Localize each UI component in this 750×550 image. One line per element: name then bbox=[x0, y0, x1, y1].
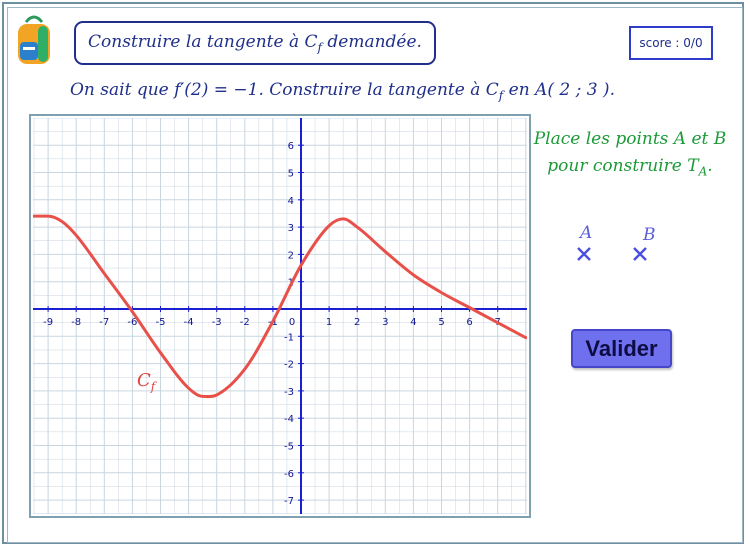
question-text: On sait que f′(2) = −1. Construire la ta… bbox=[70, 80, 615, 103]
x-tick-label: -5 bbox=[156, 317, 166, 328]
graph-frame bbox=[29, 114, 531, 518]
point-b-label: B bbox=[643, 225, 656, 245]
x-tick-label: -6 bbox=[127, 317, 137, 328]
instructions: Place les points A et B pour construire … bbox=[530, 126, 730, 185]
instruction-line-1: Place les points A et B bbox=[533, 129, 727, 149]
title-box: Construire la tangente à Cf demandée. bbox=[74, 21, 436, 65]
x-tick-label: 2 bbox=[354, 317, 360, 328]
curve-label: Cf bbox=[137, 370, 156, 394]
y-tick-label: -2 bbox=[284, 360, 294, 371]
x-tick-label: -9 bbox=[43, 317, 53, 328]
x-tick-label: -8 bbox=[71, 317, 81, 328]
y-tick-label: -7 bbox=[284, 496, 294, 507]
y-tick-label: 5 bbox=[288, 169, 294, 180]
x-tick-label: 5 bbox=[438, 317, 444, 328]
y-tick-label: -6 bbox=[284, 469, 294, 480]
y-tick-label: -3 bbox=[284, 387, 294, 398]
function-graph[interactable]: -9 -8 -7 -6 -5 -4 -3 -2 -1 0 1 2 3 4 5 6 7654321-1-2-3-4… bbox=[33, 118, 527, 514]
x-tick-label: 4 bbox=[410, 317, 416, 328]
valider-button[interactable]: Valider bbox=[571, 329, 672, 368]
y-tick-label: -4 bbox=[284, 414, 294, 425]
y-tick-label: -1 bbox=[284, 332, 294, 343]
x-tick-label: -2 bbox=[240, 317, 250, 328]
backpack-icon bbox=[18, 15, 50, 64]
y-tick-label: 6 bbox=[288, 141, 294, 152]
score-badge: score : 0/0 bbox=[629, 26, 713, 60]
curve-cf bbox=[33, 214, 527, 399]
outer-frame bbox=[2, 2, 744, 544]
x-tick-label: -4 bbox=[184, 317, 194, 328]
instruction-line-2: pour construire TA. bbox=[547, 156, 713, 179]
x-tick-label: -3 bbox=[212, 317, 222, 328]
point-a-handle[interactable] bbox=[575, 245, 593, 263]
x-tick-label: 1 bbox=[326, 317, 332, 328]
x-tick-label: 0 bbox=[289, 317, 295, 328]
graph-grid bbox=[33, 118, 527, 514]
y-tick-label: 2 bbox=[288, 250, 294, 261]
x-tick-label: 6 bbox=[466, 317, 472, 328]
y-tick-label: 4 bbox=[288, 196, 294, 207]
x-tick-label: -7 bbox=[99, 317, 109, 328]
y-tick-label: 3 bbox=[288, 223, 294, 234]
y-tick-label: -5 bbox=[284, 442, 294, 453]
inner-frame bbox=[7, 7, 743, 543]
x-tick-label: 3 bbox=[382, 317, 388, 328]
point-b-handle[interactable] bbox=[631, 245, 649, 263]
page-title: Construire la tangente à Cf demandée. bbox=[88, 31, 422, 55]
point-a-label: A bbox=[580, 223, 593, 243]
